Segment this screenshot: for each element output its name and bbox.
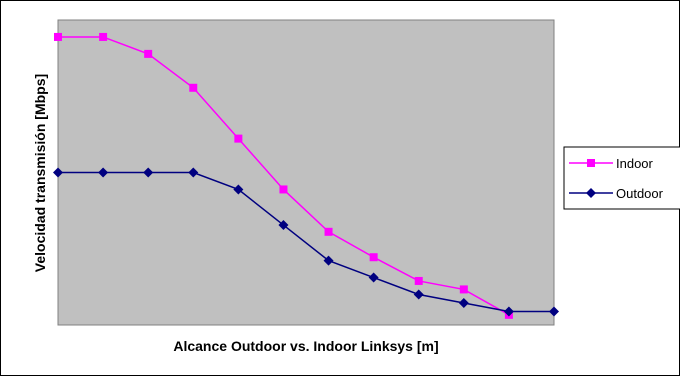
series-line-outdoor (58, 171, 554, 313)
legend-marker-outdoor (586, 188, 596, 198)
data-point-indoor (414, 276, 423, 285)
data-point-indoor (324, 227, 333, 236)
legend-box (563, 146, 680, 210)
data-point-outdoor (503, 306, 514, 317)
legend: Indoor Outdoor (563, 146, 680, 210)
legend-item-outdoor: Outdoor (569, 186, 664, 201)
data-point-indoor (99, 32, 108, 41)
data-point-outdoor (188, 167, 199, 178)
y-axis-title: Velocidad transmisión [Mbps] (32, 74, 48, 272)
data-point-outdoor (413, 289, 424, 300)
legend-item-indoor: Indoor (569, 156, 654, 171)
data-point-outdoor (368, 272, 379, 283)
data-point-indoor (54, 32, 62, 41)
data-point-outdoor (323, 255, 334, 266)
data-point-indoor (189, 83, 198, 92)
data-point-outdoor (458, 297, 469, 308)
legend-marker-indoor (587, 159, 595, 167)
data-point-outdoor (143, 167, 154, 178)
data-point-indoor (144, 49, 153, 58)
series-outdoor (53, 167, 559, 317)
data-point-outdoor (53, 167, 63, 178)
data-point-indoor (234, 134, 243, 143)
data-point-outdoor (233, 184, 244, 195)
x-axis-title: Alcance Outdoor vs. Indoor Linksys [m] (173, 338, 438, 354)
series-layer (53, 32, 559, 319)
legend-label-outdoor: Outdoor (616, 186, 664, 201)
data-point-outdoor (98, 167, 109, 178)
data-point-indoor (459, 285, 468, 294)
data-point-outdoor (278, 220, 289, 231)
data-point-outdoor (549, 306, 559, 317)
data-point-indoor (369, 253, 378, 262)
data-point-indoor (279, 185, 288, 194)
legend-label-indoor: Indoor (616, 156, 654, 171)
